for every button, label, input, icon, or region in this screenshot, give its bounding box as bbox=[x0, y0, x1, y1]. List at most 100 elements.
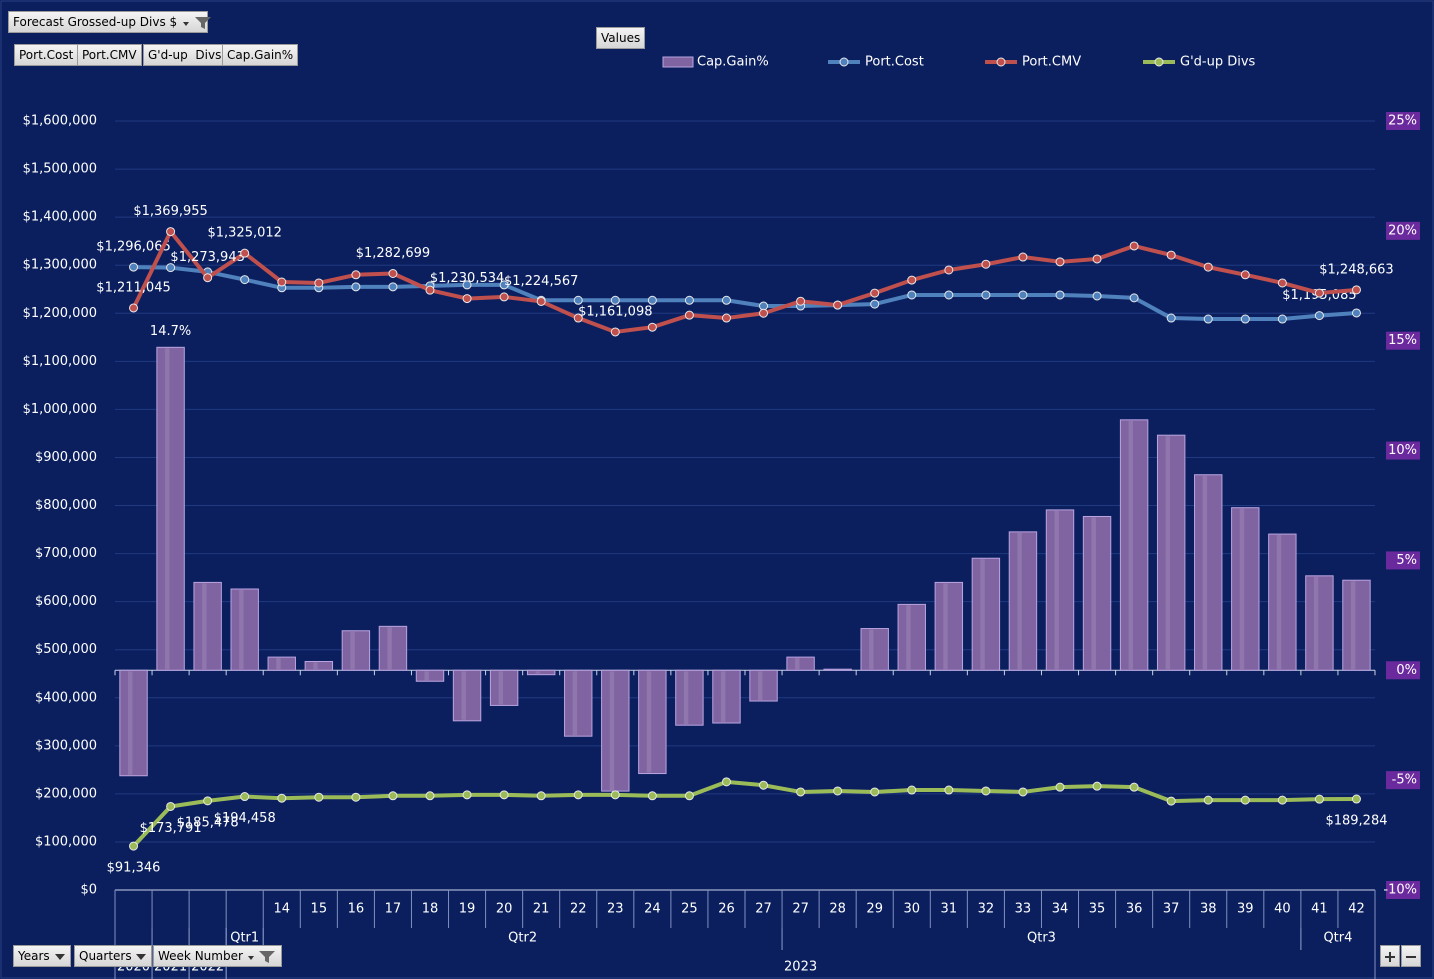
y2-tick-label: -10% bbox=[1383, 883, 1417, 898]
bar bbox=[452, 669, 482, 722]
quarter-label: Qtr2 bbox=[508, 931, 537, 946]
bar-highlight bbox=[980, 559, 985, 670]
expand-button[interactable] bbox=[1380, 945, 1400, 967]
bar-highlight bbox=[202, 583, 207, 670]
value-field-button[interactable]: Cap.Gain% bbox=[222, 44, 299, 66]
bar bbox=[860, 628, 889, 671]
line-marker bbox=[944, 785, 954, 795]
x-tick-label: 24 bbox=[644, 902, 661, 917]
line-marker bbox=[166, 801, 176, 811]
x-tick-label: 20 bbox=[496, 902, 513, 917]
bar bbox=[378, 625, 408, 671]
bar bbox=[267, 656, 296, 671]
line-marker bbox=[907, 785, 917, 795]
report-filter-button[interactable]: Forecast Grossed-up Divs $ bbox=[8, 11, 211, 33]
x-tick-label: 17 bbox=[385, 902, 402, 917]
axis-field-label: Quarters bbox=[79, 949, 132, 963]
x-tick-label: 39 bbox=[1237, 902, 1254, 917]
line-marker bbox=[870, 787, 880, 797]
x-tick-label: 23 bbox=[607, 902, 624, 917]
line-marker bbox=[1018, 252, 1028, 262]
line-marker bbox=[425, 285, 435, 295]
filter-icon bbox=[247, 950, 275, 963]
bar bbox=[1082, 515, 1112, 671]
line-marker bbox=[425, 791, 435, 801]
data-label: $1,161,098 bbox=[578, 304, 652, 319]
axis-field-button[interactable]: Quarters bbox=[74, 945, 153, 967]
values-button[interactable]: Values bbox=[596, 27, 646, 49]
legend-marker bbox=[839, 57, 849, 67]
legend-label: Cap.Gain% bbox=[697, 55, 769, 70]
line-marker bbox=[684, 295, 694, 305]
y-tick-label: $500,000 bbox=[35, 642, 97, 657]
bar-highlight bbox=[869, 629, 874, 670]
line-marker bbox=[240, 792, 250, 802]
x-tick-label: 42 bbox=[1348, 902, 1365, 917]
y-tick-label: $600,000 bbox=[35, 594, 97, 609]
bar bbox=[1231, 507, 1260, 671]
y-tick-label: $1,500,000 bbox=[23, 162, 97, 177]
line-marker bbox=[1166, 796, 1176, 806]
bar bbox=[638, 669, 667, 775]
bar bbox=[526, 669, 556, 676]
legend-marker bbox=[996, 57, 1006, 67]
line-marker bbox=[240, 275, 250, 285]
legend-label: G'd-up Divs bbox=[1180, 55, 1256, 70]
line-marker bbox=[388, 791, 398, 801]
bar bbox=[156, 346, 185, 671]
line-marker bbox=[759, 308, 769, 318]
line-marker bbox=[1314, 288, 1324, 298]
data-label: $1,230,534 bbox=[430, 271, 504, 286]
line-marker bbox=[1240, 314, 1250, 324]
y2-tick-label: 10% bbox=[1388, 443, 1417, 458]
x-tick-label: 36 bbox=[1126, 902, 1143, 917]
plot: $0 $100,000 $200,000 $300,000 $400,000 $500,0… bbox=[23, 55, 1420, 979]
data-label: $1,325,012 bbox=[207, 226, 281, 241]
line-marker bbox=[1129, 782, 1139, 792]
y-tick-label: $0 bbox=[80, 883, 97, 898]
line-marker bbox=[1018, 787, 1028, 797]
y-tick-label: $1,100,000 bbox=[23, 354, 97, 369]
line-marker bbox=[1203, 314, 1213, 324]
line-marker bbox=[277, 277, 287, 287]
bar bbox=[415, 669, 445, 682]
value-field-button[interactable]: G'd-up Divs bbox=[143, 44, 227, 66]
data-label: $185,478 bbox=[177, 815, 239, 830]
dropdown-icon bbox=[54, 953, 65, 960]
line-marker bbox=[573, 790, 583, 800]
filter-icon bbox=[182, 16, 211, 29]
x-tick-label: 35 bbox=[1089, 902, 1106, 917]
bar-highlight bbox=[498, 671, 504, 705]
data-label: 14.7% bbox=[150, 324, 191, 339]
line-marker bbox=[1240, 795, 1250, 805]
line-marker bbox=[573, 295, 583, 305]
axis-field-label: Week Number bbox=[158, 949, 243, 963]
line-marker bbox=[129, 262, 139, 272]
y-tick-label: $200,000 bbox=[35, 786, 97, 801]
line-marker bbox=[536, 791, 546, 801]
line-marker bbox=[833, 300, 843, 310]
bar-highlight bbox=[276, 658, 281, 670]
line-marker bbox=[981, 786, 991, 796]
line bbox=[132, 779, 1357, 848]
axis-field-button[interactable]: Years bbox=[13, 945, 71, 967]
y2-tick-mark bbox=[1386, 771, 1420, 790]
axis-field-button[interactable]: Week Number bbox=[153, 945, 282, 967]
line-marker bbox=[462, 294, 472, 304]
line-marker bbox=[759, 780, 769, 790]
line-marker bbox=[388, 282, 398, 292]
y2-tick-mark bbox=[1386, 661, 1420, 680]
line-marker bbox=[1314, 794, 1324, 804]
collapse-button[interactable] bbox=[1401, 945, 1421, 967]
line-marker bbox=[796, 296, 806, 306]
bar-highlight bbox=[1091, 517, 1096, 670]
line-marker bbox=[1314, 311, 1324, 321]
line-marker bbox=[203, 273, 213, 283]
data-label: $1,248,663 bbox=[1319, 262, 1393, 277]
value-field-button[interactable]: Port.CMV bbox=[77, 44, 142, 66]
value-field-button[interactable]: Port.Cost bbox=[14, 44, 79, 66]
data-label: $91,346 bbox=[107, 861, 161, 876]
y2-tick-mark bbox=[1386, 112, 1420, 130]
x-tick-label: 33 bbox=[1015, 902, 1032, 917]
